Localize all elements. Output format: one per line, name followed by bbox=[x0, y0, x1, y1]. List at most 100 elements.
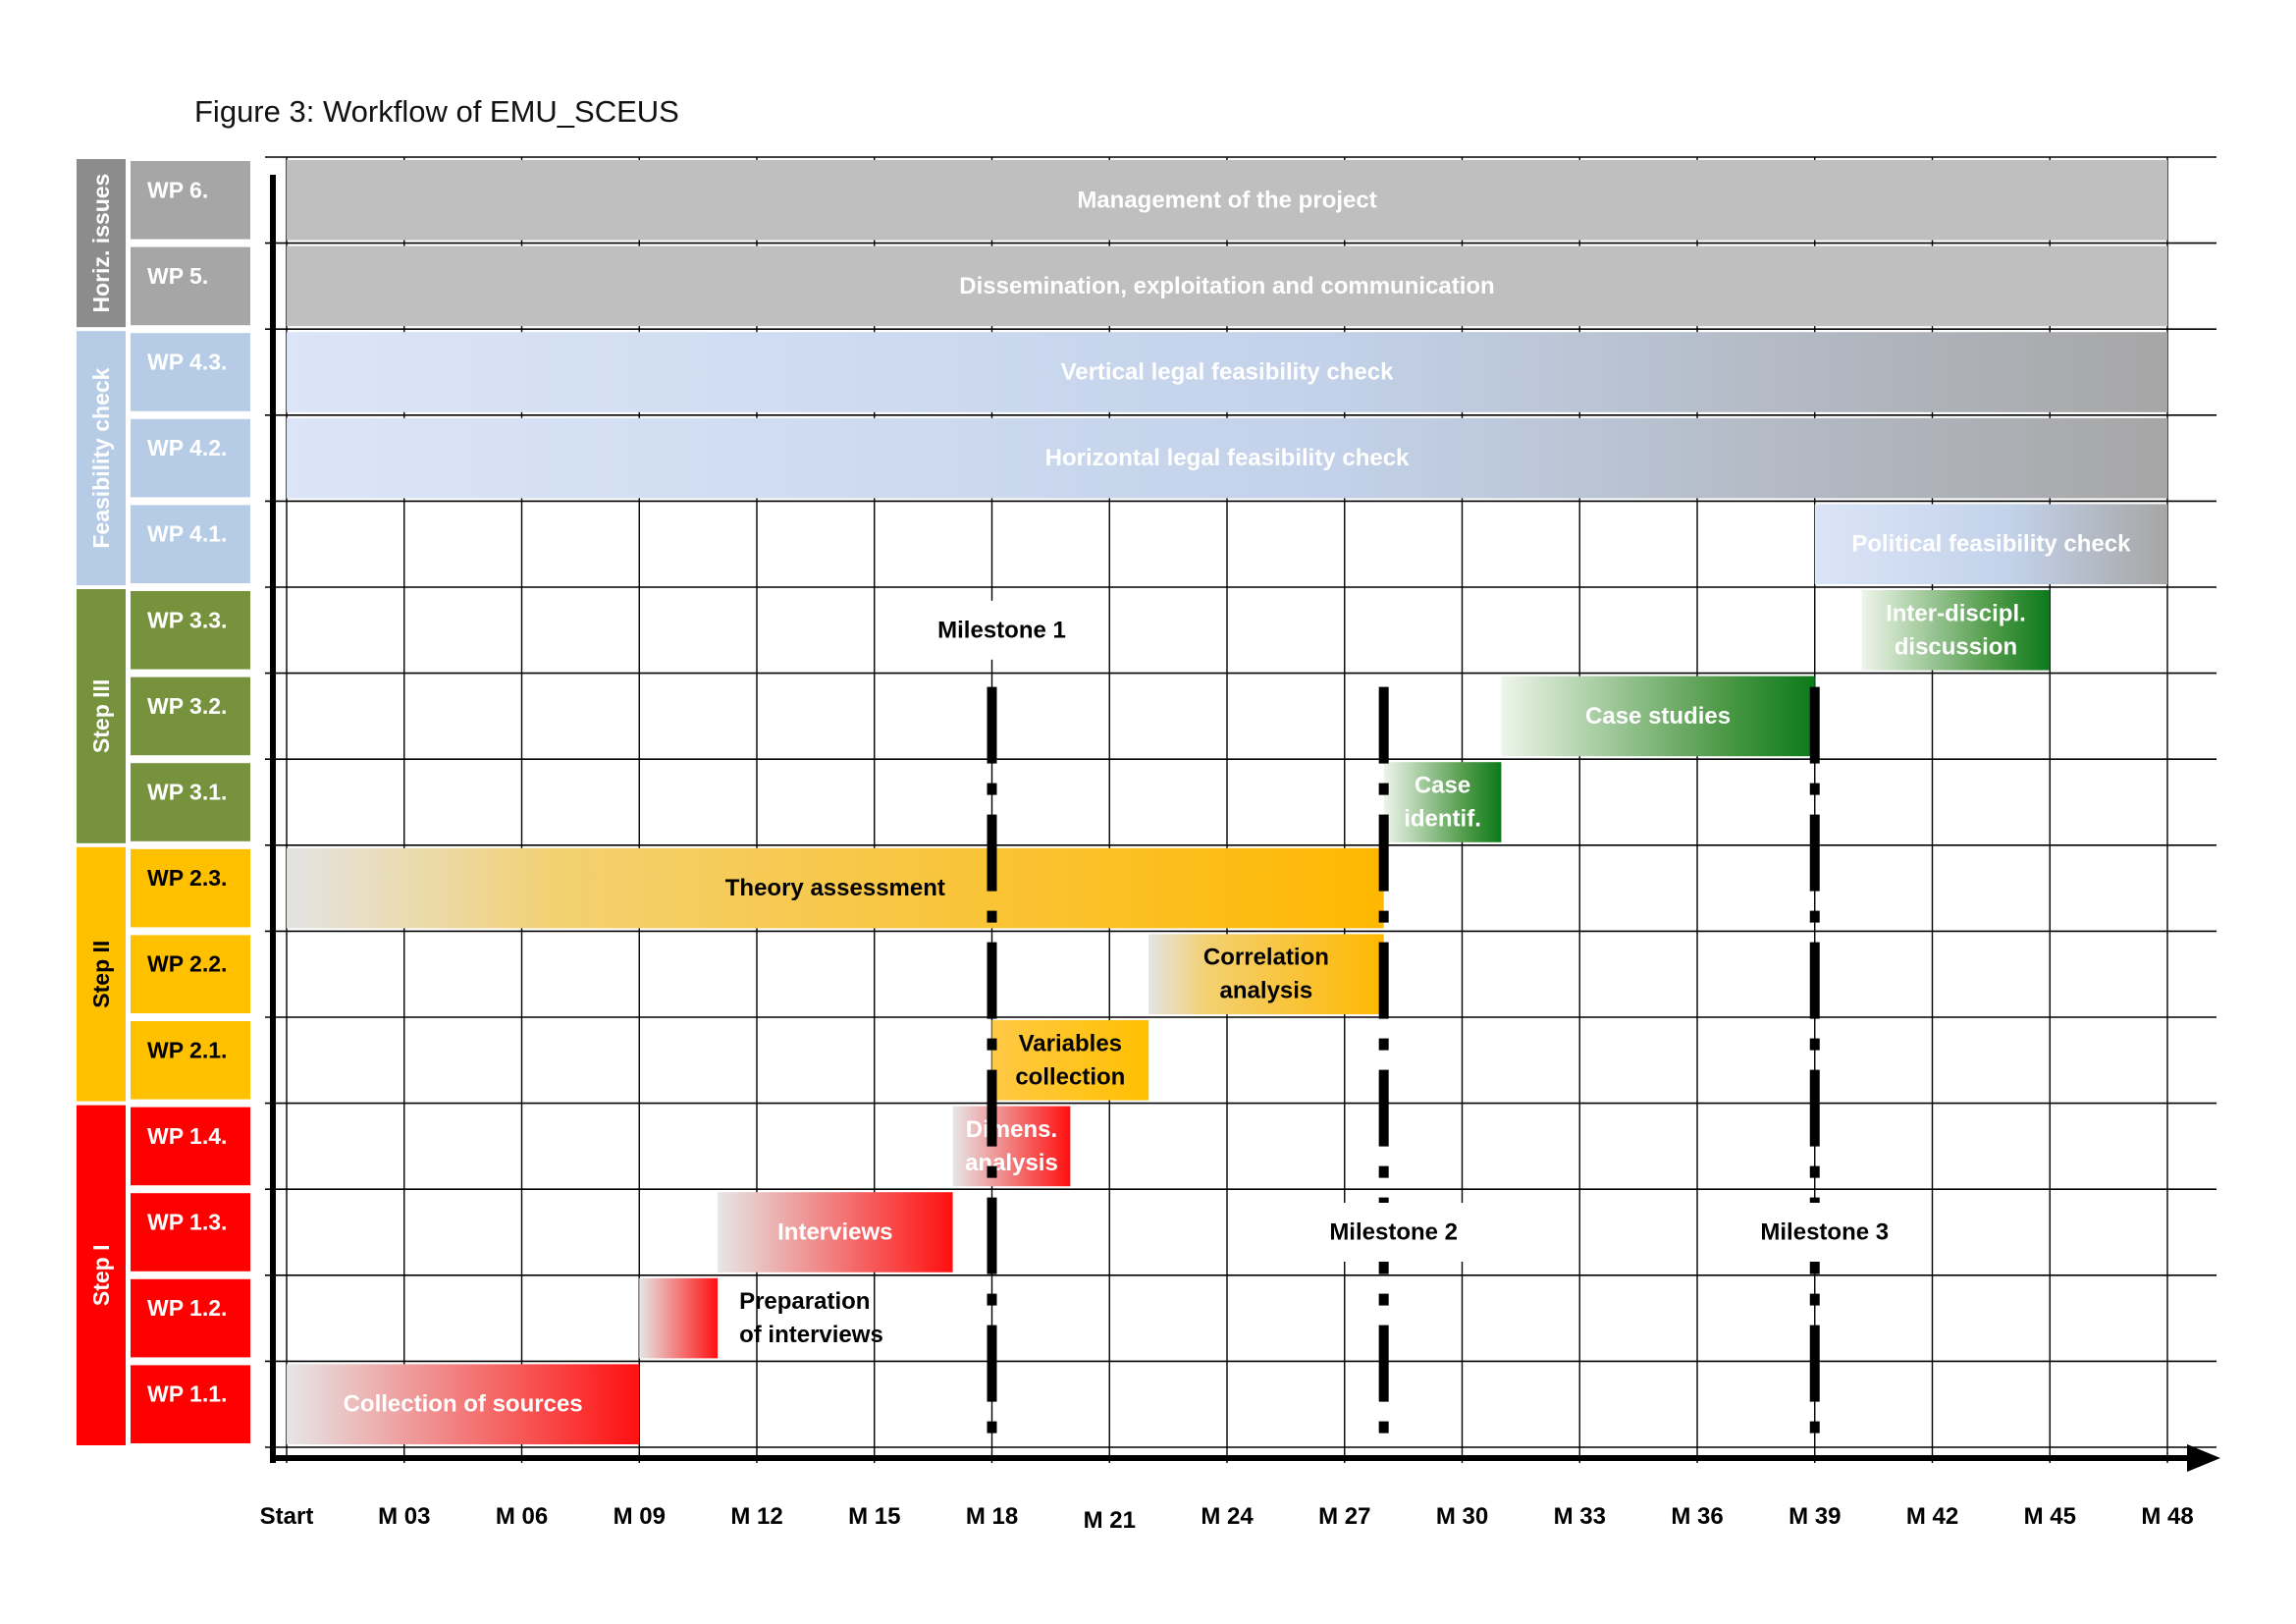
figure-title: Figure 3: Workflow of EMU_SCEUS bbox=[194, 94, 679, 129]
task-bar bbox=[287, 1364, 640, 1444]
milestone-marker bbox=[1378, 1421, 1389, 1434]
wp-label: WP 4.1. bbox=[147, 521, 227, 547]
x-tick-label: M 15 bbox=[848, 1503, 900, 1530]
task-bar bbox=[287, 847, 1384, 929]
milestone-marker bbox=[1809, 1165, 1820, 1178]
task-bar bbox=[718, 1192, 953, 1272]
task-bar bbox=[287, 160, 2167, 241]
group-step2-band bbox=[77, 846, 126, 1102]
task-label: identif. bbox=[1404, 806, 1481, 833]
task-label: Management of the project bbox=[1077, 187, 1376, 213]
group-label: Horiz. issues bbox=[88, 174, 114, 313]
wp-label: WP 4.2. bbox=[147, 435, 227, 460]
row-labels: Horiz. issues Feasibility check Step III St… bbox=[77, 159, 250, 1445]
x-tick-label: M 06 bbox=[496, 1503, 548, 1530]
x-axis-arrowhead bbox=[2187, 1444, 2220, 1472]
milestone-marker bbox=[987, 1165, 997, 1178]
group-label: Feasibility check bbox=[88, 367, 114, 548]
x-tick-label: M 42 bbox=[1906, 1503, 1958, 1530]
milestone-label-bg bbox=[1300, 1203, 1487, 1262]
axes: Start M 03 M 06 M 09 M 12 M 15 M 18 M 21 M 24 M 2… bbox=[260, 175, 2220, 1534]
milestone-marker bbox=[1809, 1325, 1820, 1402]
wp-label-box bbox=[131, 1365, 250, 1443]
wp-label: WP 1.1. bbox=[147, 1381, 227, 1407]
milestone-marker bbox=[987, 1421, 997, 1434]
milestone-marker bbox=[1809, 942, 1820, 1019]
milestone-marker bbox=[1378, 686, 1389, 764]
wp-label-box bbox=[131, 505, 250, 583]
task-label: Horizontal legal feasibility check bbox=[1045, 445, 1410, 471]
x-tick-label: M 21 bbox=[1084, 1507, 1136, 1534]
milestone-marker bbox=[1809, 1069, 1820, 1147]
task-bar bbox=[952, 1106, 1071, 1187]
wp-label-box bbox=[131, 418, 250, 498]
task-label: Case bbox=[1415, 773, 1470, 799]
wp-label-box bbox=[131, 677, 250, 756]
milestone-label-bg bbox=[1731, 1203, 1918, 1262]
wp-label-box bbox=[131, 591, 250, 670]
group-label: Step I bbox=[88, 1244, 114, 1306]
task-bar bbox=[1861, 590, 2051, 671]
task-label: Correlation bbox=[1203, 945, 1329, 971]
x-tick-label: M 33 bbox=[1554, 1503, 1606, 1530]
wp-label: WP 4.3. bbox=[147, 349, 227, 374]
task-label: discussion bbox=[1895, 633, 2017, 660]
milestone-label-bg bbox=[908, 600, 1095, 660]
x-tick-label: M 18 bbox=[966, 1503, 1018, 1530]
group-feas-band bbox=[77, 331, 126, 585]
milestone-marker bbox=[987, 1197, 997, 1274]
wp-label: WP 6. bbox=[147, 177, 208, 202]
wp-label: WP 5. bbox=[147, 263, 208, 289]
wp-label-box bbox=[131, 246, 250, 326]
milestone-marker bbox=[1378, 910, 1389, 923]
task-bar bbox=[287, 332, 2167, 412]
task-label: analysis bbox=[965, 1150, 1058, 1176]
task-label: Case studies bbox=[1585, 703, 1731, 730]
wp-label-box bbox=[131, 333, 250, 411]
task-bar bbox=[287, 245, 2167, 327]
milestone-marker bbox=[1809, 1038, 1820, 1051]
milestone-marker bbox=[1809, 814, 1820, 892]
milestone-marker bbox=[1809, 1293, 1820, 1306]
milestone-marker bbox=[1378, 942, 1389, 1019]
wp-label-box bbox=[131, 161, 250, 240]
wp-label: WP 1.2. bbox=[147, 1295, 227, 1321]
wp-label: WP 3.2. bbox=[147, 693, 227, 719]
wp-label: WP 2.3. bbox=[147, 865, 227, 891]
wp-label-box bbox=[131, 1107, 250, 1186]
task-label: Dissemination, exploitation and communic… bbox=[959, 273, 1494, 299]
task-label: collection bbox=[1015, 1063, 1125, 1090]
milestone-marker bbox=[1378, 1293, 1389, 1306]
task-bar bbox=[1383, 762, 1502, 842]
milestone-marker bbox=[1378, 783, 1389, 795]
x-tick-label: M 12 bbox=[730, 1503, 782, 1530]
task-bar bbox=[287, 417, 2167, 499]
task-bar bbox=[1814, 504, 2167, 584]
wp-label-box bbox=[131, 935, 250, 1013]
x-tick-label: M 48 bbox=[2141, 1503, 2193, 1530]
wp-label-box bbox=[131, 1193, 250, 1272]
task-bar bbox=[639, 1277, 719, 1359]
task-label: Interviews bbox=[777, 1219, 892, 1246]
milestone-marker bbox=[1378, 814, 1389, 892]
task-label: Dimens. bbox=[966, 1116, 1057, 1143]
milestone-marker bbox=[1809, 910, 1820, 923]
task-label: Vertical legal feasibility check bbox=[1061, 359, 1395, 386]
milestone-marker bbox=[987, 910, 997, 923]
wp-label: WP 1.3. bbox=[147, 1209, 227, 1234]
milestones: Milestone 1 Milestone 2 Milestone 3 bbox=[908, 600, 1918, 1434]
group-horiz-band bbox=[77, 159, 126, 328]
x-tick-label: M 09 bbox=[614, 1503, 666, 1530]
x-tick-label: M 30 bbox=[1436, 1503, 1488, 1530]
milestone-marker bbox=[987, 1038, 997, 1051]
group-step1-band bbox=[77, 1105, 126, 1445]
x-tick-label: Start bbox=[260, 1503, 314, 1530]
task-label: Collection of sources bbox=[344, 1391, 583, 1418]
milestone-marker bbox=[1378, 1165, 1389, 1178]
milestone-marker bbox=[1809, 686, 1820, 764]
milestone-marker bbox=[987, 942, 997, 1019]
group-step3-band bbox=[77, 589, 126, 843]
milestone-label: Milestone 1 bbox=[937, 617, 1066, 643]
task-bar bbox=[1501, 676, 1815, 757]
